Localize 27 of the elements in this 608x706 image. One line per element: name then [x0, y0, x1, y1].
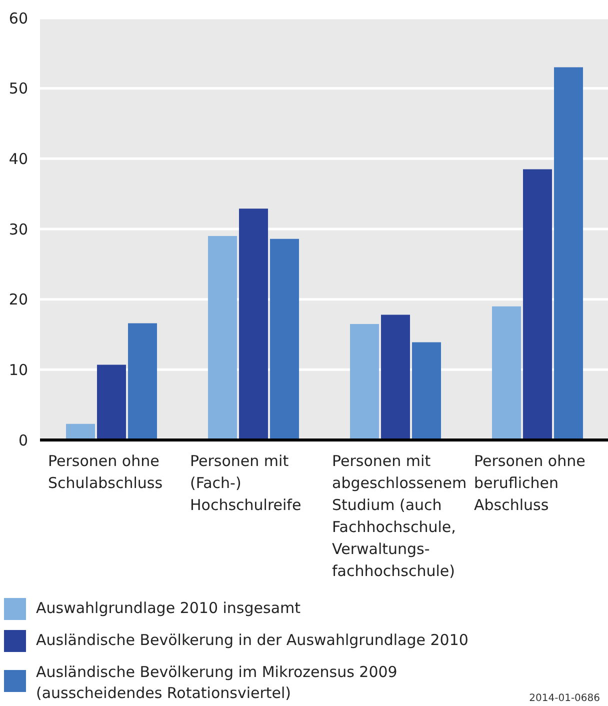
y-tick-label: 30 [8, 220, 28, 238]
x-tick-label: Personen ohne Schulabschluss [48, 452, 163, 492]
bar [128, 323, 157, 440]
x-tick-label: Personen ohne beruflichen Abschluss [474, 452, 586, 514]
legend-label: Ausländische Bevölkerung im Mikrozensus 2009 (ausscheidendes Rotationsviertel) [36, 662, 398, 704]
bar [270, 238, 299, 440]
bar [412, 342, 441, 440]
x-tick-label: Personen mit abgeschlossenem Studium (auch Fachhochschule, Verwaltungs- fachhochschule) [332, 452, 467, 580]
y-tick-label: 50 [8, 80, 28, 98]
bar [208, 236, 237, 440]
bar [523, 169, 552, 440]
y-tick-label: 0 [18, 431, 28, 450]
bar [554, 67, 583, 440]
y-tick-label: 20 [8, 290, 28, 309]
legend-label: Auswahlgrundlage 2010 insgesamt [36, 598, 300, 619]
y-tick-label: 10 [8, 360, 28, 379]
legend-label: Ausländische Bevölkerung in der Auswahlgrundlage 2010 [36, 630, 468, 651]
bar [492, 306, 521, 440]
text: 2014-01-0686 [529, 693, 600, 704]
y-tick-label: 40 [8, 150, 28, 168]
y-tick-label: 60 [8, 9, 28, 28]
x-tick-label: Personen mit (Fach-) Hochschulreife [190, 452, 302, 514]
bar [381, 314, 410, 440]
bar [66, 424, 95, 440]
bar [97, 364, 126, 440]
bar [350, 324, 379, 440]
bar [239, 208, 268, 440]
